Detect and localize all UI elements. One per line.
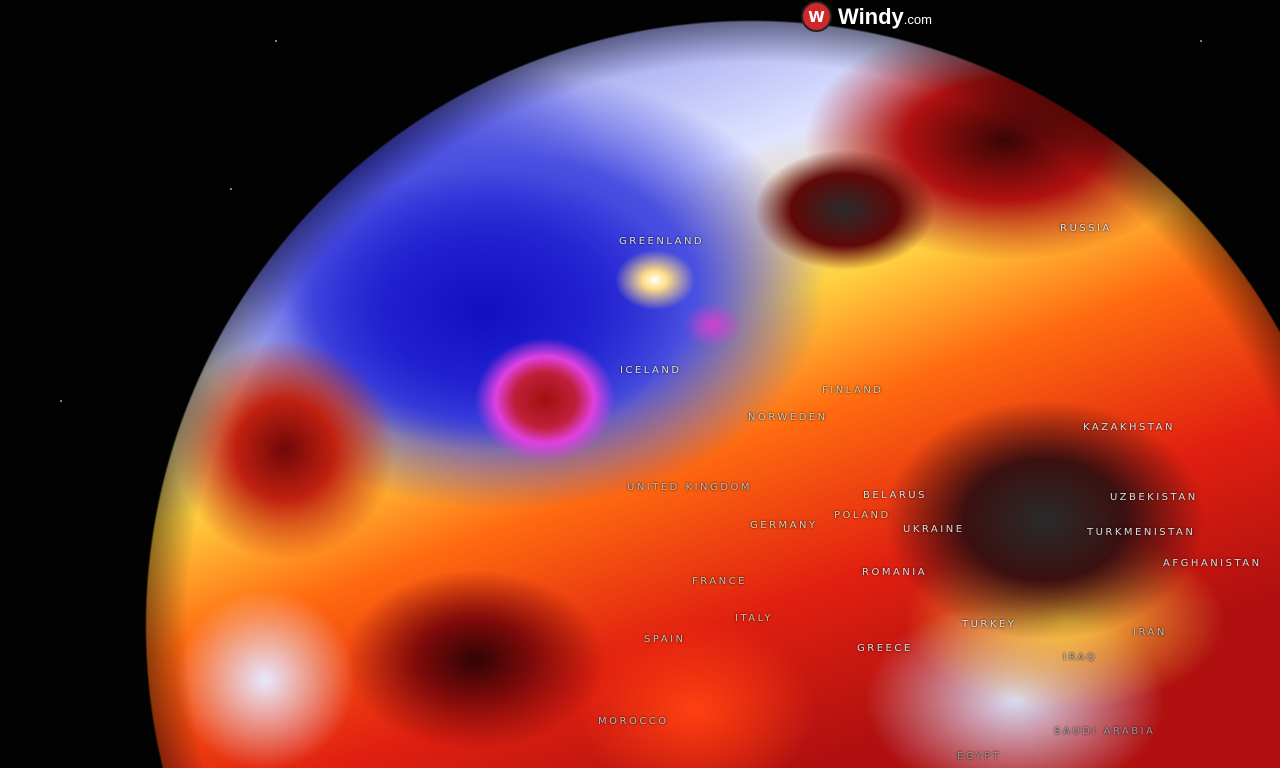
- label-uzbekistan: UZBEKISTAN: [1110, 492, 1198, 503]
- label-united-kingdom: UNITED KINGDOM: [627, 482, 752, 493]
- label-belarus: BELARUS: [863, 490, 927, 501]
- logo-wordmark: Windy.com: [838, 4, 932, 30]
- globe-map[interactable]: [145, 20, 1280, 768]
- label-france: FRANCE: [692, 576, 747, 587]
- label-iraq: IRAQ: [1063, 652, 1098, 663]
- label-saudi-arabia: SAUDI ARABIA: [1054, 726, 1156, 737]
- label-greece: GREECE: [857, 643, 913, 654]
- label-russia: RUSSIA: [1060, 223, 1112, 234]
- label-morocco: MOROCCO: [598, 716, 669, 727]
- label-afghanistan: AFGHANISTAN: [1163, 558, 1262, 569]
- label-poland: POLAND: [834, 510, 891, 521]
- label-germany: GERMANY: [750, 520, 818, 531]
- label-finland: FINLAND: [822, 385, 884, 396]
- label-turkmenistan: TURKMENISTAN: [1087, 527, 1196, 538]
- label-romania: ROMANIA: [862, 567, 928, 578]
- label-greenland: GREENLAND: [619, 236, 705, 247]
- label-italy: ITALY: [735, 613, 773, 624]
- logo-tld: .com: [903, 11, 932, 27]
- label-iran: IRAN: [1133, 627, 1167, 638]
- label-iceland: ICELAND: [620, 365, 682, 376]
- label-kazakhstan: KAZAKHSTAN: [1083, 422, 1175, 433]
- label-turkey: TURKEY: [962, 619, 1017, 630]
- windy-logo-icon: W: [801, 1, 832, 32]
- label-ukraine: UKRAINE: [903, 524, 965, 535]
- star: [60, 400, 62, 402]
- label-egypt: EGYPT: [957, 751, 1002, 762]
- label-spain: SPAIN: [644, 634, 686, 645]
- label-norweden: NORWEDEN: [748, 412, 828, 423]
- windy-logo[interactable]: W Windy.com: [801, 1, 932, 32]
- logo-name: Windy: [838, 3, 904, 29]
